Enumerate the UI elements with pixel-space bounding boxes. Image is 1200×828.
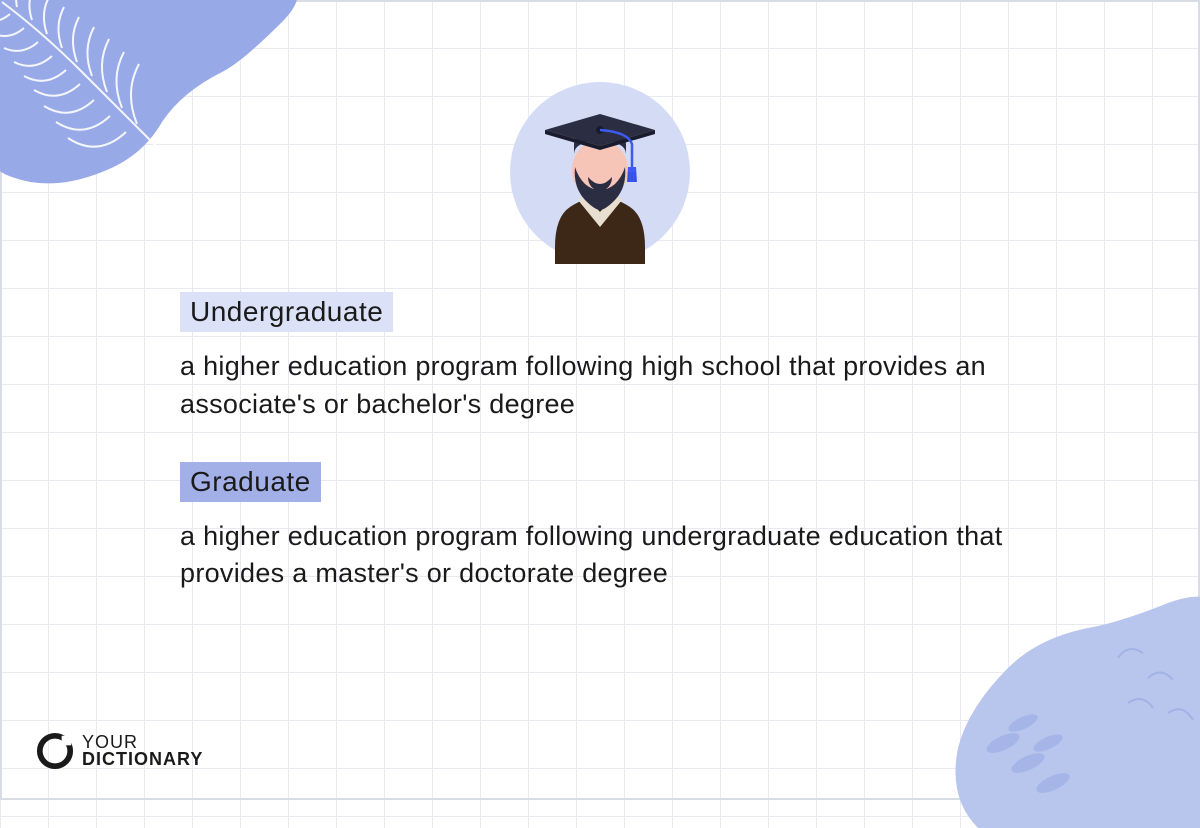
term-block-graduate: Graduate a higher education program foll… bbox=[180, 462, 1078, 594]
logo-line2: DICTIONARY bbox=[82, 751, 203, 768]
graduate-illustration bbox=[500, 72, 700, 272]
graduate-icon bbox=[500, 72, 700, 272]
term-label-undergraduate: Undergraduate bbox=[180, 292, 393, 332]
logo-icon bbox=[36, 732, 74, 770]
decorative-blob-top-left bbox=[0, 0, 322, 222]
brand-logo: YOUR DICTIONARY bbox=[36, 732, 203, 770]
term-label-graduate: Graduate bbox=[180, 462, 321, 502]
definitions-content: Undergraduate a higher education program… bbox=[180, 292, 1078, 631]
term-definition-undergraduate: a higher education program following hig… bbox=[180, 348, 1078, 424]
term-definition-graduate: a higher education program following und… bbox=[180, 518, 1078, 594]
logo-text: YOUR DICTIONARY bbox=[82, 734, 203, 768]
term-block-undergraduate: Undergraduate a higher education program… bbox=[180, 292, 1078, 424]
